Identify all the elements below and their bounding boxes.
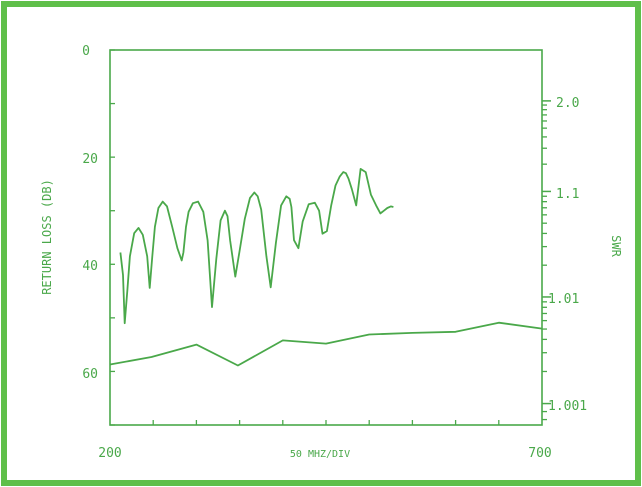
swr-tick-label-1-01: 1.01	[548, 292, 579, 307]
series-line-1	[109, 321, 543, 367]
left-axis-ticks	[110, 49, 115, 426]
y-axis-label: RETURN LOSS (DB)	[40, 179, 54, 295]
swr-tick-label-1-1: 1.1	[556, 187, 579, 202]
x-tick-label-700: 700	[528, 446, 551, 461]
x-axis-label: 50 MHZ/DIV	[290, 449, 350, 460]
y-tick-label-0: 0	[82, 44, 90, 59]
right-axis-ticks	[542, 100, 551, 421]
y-tick-label-40: 40	[82, 259, 98, 274]
swr-tick-label-2-0: 2.0	[556, 96, 579, 111]
x-tick-label-200: 200	[98, 446, 121, 461]
y-tick-label-60: 60	[82, 367, 98, 382]
y-tick-label-20: 20	[82, 152, 98, 167]
bottom-axis-ticks	[152, 420, 500, 425]
series-line-0	[119, 167, 394, 325]
swr-tick-label-1-001: 1.001	[548, 399, 587, 414]
y2-axis-label: SWR	[609, 235, 623, 257]
series-layer	[109, 167, 543, 367]
